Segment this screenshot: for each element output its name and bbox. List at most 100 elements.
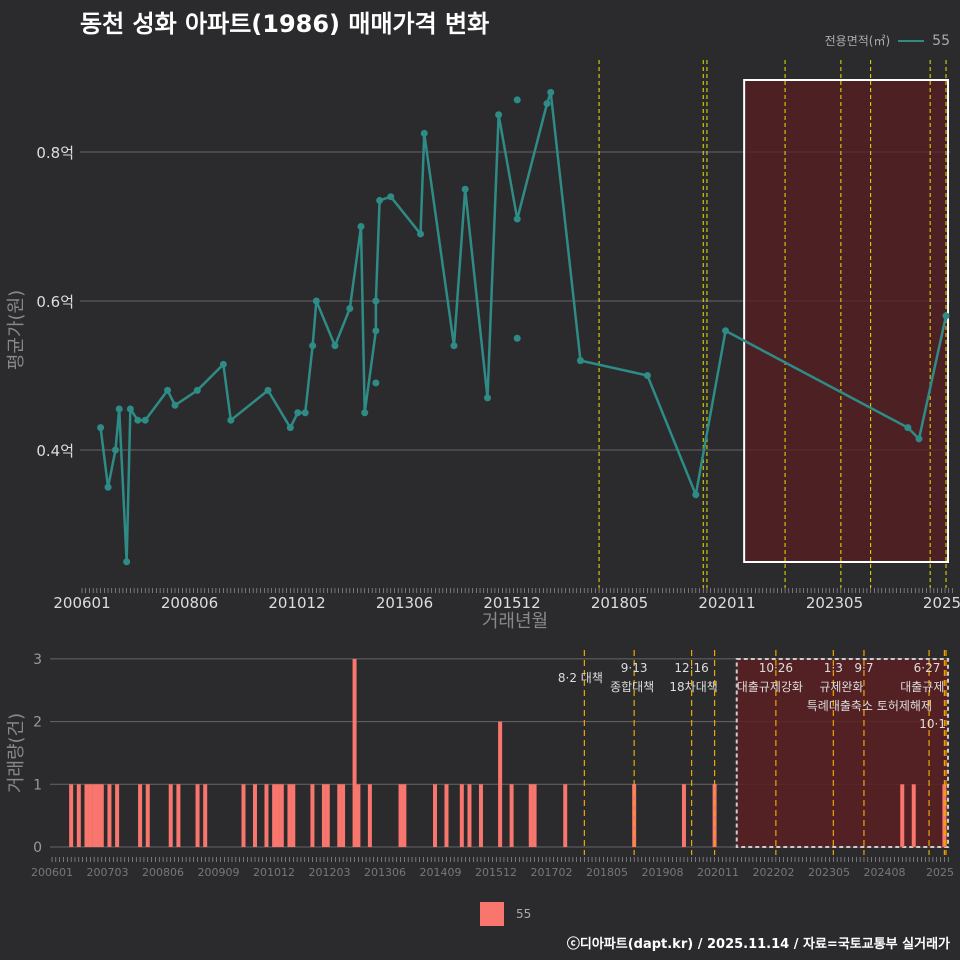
x-tick-label: 200806	[142, 866, 184, 879]
x-tick-label: 201012	[268, 594, 325, 612]
price-point	[420, 129, 428, 137]
x-tick-label: 202408	[864, 866, 906, 879]
y-tick-label: 0	[33, 840, 42, 856]
volume-bar	[900, 784, 905, 847]
price-point	[513, 334, 521, 342]
policy-name-label: 대출규제강화	[737, 680, 803, 694]
price-point	[543, 100, 551, 108]
price-point	[495, 111, 503, 119]
price-point	[219, 360, 227, 368]
x-tick-label: 200601	[53, 594, 110, 612]
policy-name-label: 특례대출축소 토허제해제	[807, 699, 932, 713]
price-point	[164, 386, 172, 394]
volume-bar	[275, 784, 280, 847]
y-tick-label: 0.4억	[36, 442, 74, 460]
price-point	[141, 416, 149, 424]
volume-bar	[911, 784, 916, 847]
legend-top: 전용면적(㎡) 55	[825, 32, 950, 49]
volume-bar	[88, 784, 93, 847]
price-point	[576, 357, 584, 365]
volume-bar	[115, 784, 120, 847]
x-tick-label: 2025	[926, 866, 954, 879]
x-tick-label: 2025	[923, 594, 960, 612]
policy-name-label: 규제완화	[819, 680, 863, 694]
price-point	[722, 327, 730, 335]
policy-date-label: 10·1	[919, 717, 946, 731]
x-tick-label: 202011	[697, 866, 739, 879]
x-tick-label: 202305	[808, 866, 850, 879]
legend-bar-label: 55	[516, 907, 532, 921]
y-tick-label: 2	[33, 715, 42, 731]
price-point	[126, 405, 134, 413]
volume-bar	[467, 784, 472, 847]
price-point	[115, 405, 123, 413]
volume-bar	[352, 658, 357, 847]
price-point	[643, 372, 651, 379]
volume-bar	[76, 784, 81, 847]
volume-bar	[291, 784, 296, 847]
policy-name-label: 18차대책	[669, 679, 717, 694]
price-point	[461, 185, 469, 193]
legend-line-swatch	[898, 39, 925, 42]
x-tick-label: 200806	[161, 594, 218, 612]
price-point	[331, 342, 339, 350]
volume-bar	[402, 784, 407, 847]
price-point	[97, 424, 105, 432]
footer-credit: ⓒ디아파트(dapt.kr) / 2025.11.14 / 자료=국토교통부 실…	[566, 937, 950, 952]
volume-bar	[272, 784, 277, 847]
price-point	[904, 424, 912, 432]
volume-bar	[195, 784, 200, 847]
legend-bottom: 55	[480, 902, 531, 926]
price-point	[357, 223, 365, 230]
policy-date-label: 6·27	[914, 661, 941, 675]
volume-bar	[84, 784, 89, 847]
policy-name-label: 대출규제	[900, 680, 944, 694]
x-tick-label: 202305	[806, 594, 863, 612]
y-tick-label: 0.8억	[36, 144, 74, 162]
volume-bar	[279, 784, 284, 847]
y-tick-label: 0.6억	[36, 293, 74, 311]
price-point	[312, 297, 320, 305]
volume-bar	[145, 784, 150, 847]
x-tick-label: 201306	[376, 594, 433, 612]
volume-bar	[69, 784, 74, 847]
legend-label: 55	[932, 32, 950, 49]
policy-date-label: 8·2 대책	[558, 670, 603, 685]
x-tick-label: 201409	[420, 866, 462, 879]
volume-bar	[107, 784, 112, 847]
price-point	[301, 409, 309, 417]
legend-title: 전용면적(㎡)	[824, 34, 891, 48]
x-tick-label: 200703	[87, 866, 129, 879]
volume-bar	[176, 784, 181, 847]
highlight-region	[743, 79, 949, 563]
volume-bar	[241, 784, 246, 847]
x-tick-label: 200909	[198, 866, 240, 879]
price-point	[372, 327, 380, 335]
price-point	[346, 304, 354, 312]
price-point	[376, 196, 384, 204]
volume-bar	[325, 784, 330, 847]
volume-bar	[287, 784, 292, 847]
chart-title: 동천 성화 아파트(1986) 매매가격 변화	[80, 10, 490, 38]
x-tick-label: 201805	[591, 594, 648, 612]
policy-date-label: 9·13	[621, 661, 648, 675]
price-point	[264, 386, 272, 394]
volume-bar	[528, 784, 533, 847]
volume-bar	[478, 784, 483, 847]
volume-bar	[509, 784, 514, 847]
volume-bar	[444, 784, 449, 847]
price-point	[513, 215, 521, 223]
volume-bar	[498, 721, 503, 847]
y-tick-label: 1	[33, 777, 42, 793]
price-point	[361, 409, 369, 417]
price-point	[309, 342, 317, 350]
volume-bar	[99, 784, 104, 847]
volume-bar	[341, 784, 346, 847]
volume-bar	[563, 784, 568, 847]
volume-bar	[367, 784, 372, 847]
x-tick-label: 201512	[483, 594, 540, 612]
volume-bar	[138, 784, 143, 847]
policy-date-label: 12·16	[674, 661, 708, 675]
